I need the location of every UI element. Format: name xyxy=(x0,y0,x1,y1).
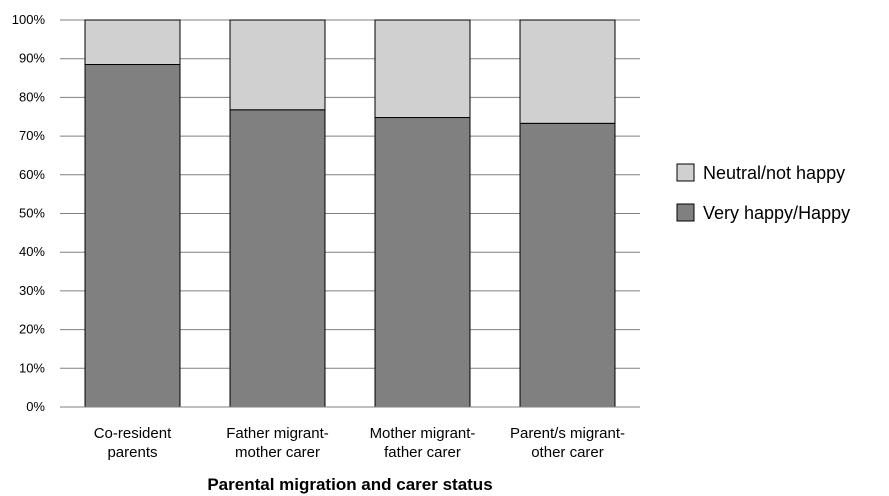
y-tick-label: 0% xyxy=(26,399,45,414)
x-category-label: Father migrant- xyxy=(226,425,329,442)
x-category-label: other carer xyxy=(531,444,604,461)
y-tick-label: 70% xyxy=(19,128,45,143)
legend: Neutral/not happy Very happy/Happy xyxy=(676,163,850,223)
x-category-label: mother carer xyxy=(235,444,320,461)
y-tick-label: 30% xyxy=(19,283,45,298)
bar-segment-very-happy xyxy=(229,109,326,408)
y-tick-label: 90% xyxy=(19,51,45,66)
y-tick-label: 10% xyxy=(19,360,45,375)
bar-segment-neutral xyxy=(519,19,616,124)
x-category-label: Parent/s migrant- xyxy=(510,425,625,442)
bar-segment-very-happy xyxy=(84,64,181,408)
x-category-label: Co-resident xyxy=(94,425,172,442)
bar-segment-neutral xyxy=(229,19,326,111)
x-category-label: parents xyxy=(107,444,157,461)
y-axis-ticks: 0% 10% 20% 30% 40% 50% 60% 70% 80% 90% 100% xyxy=(12,12,46,414)
y-tick-label: 100% xyxy=(12,12,46,27)
x-axis-title: Parental migration and carer status xyxy=(207,475,492,494)
legend-label: Very happy/Happy xyxy=(703,203,850,223)
bar-segment-neutral xyxy=(374,19,471,119)
x-axis-categories: Co-resident parents Father migrant-mother … xyxy=(94,425,625,461)
bar-segment-neutral xyxy=(84,19,181,66)
legend-swatch xyxy=(676,203,695,222)
bar-segment-very-happy xyxy=(374,117,471,408)
legend-label: Neutral/not happy xyxy=(703,163,845,183)
y-tick-label: 20% xyxy=(19,322,45,337)
bar-segment-very-happy xyxy=(519,122,616,408)
y-tick-label: 80% xyxy=(19,89,45,104)
x-category-label: Mother migrant- xyxy=(370,425,476,442)
legend-swatch xyxy=(676,163,695,182)
y-tick-label: 60% xyxy=(19,167,45,182)
y-tick-label: 50% xyxy=(19,206,45,221)
x-category-label: father carer xyxy=(384,444,461,461)
y-tick-label: 40% xyxy=(19,244,45,259)
bars xyxy=(84,19,616,408)
